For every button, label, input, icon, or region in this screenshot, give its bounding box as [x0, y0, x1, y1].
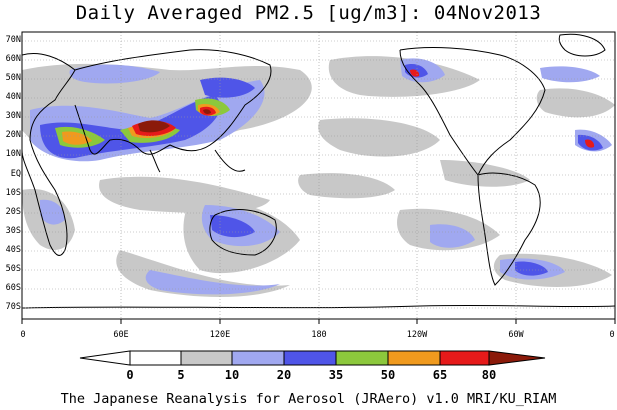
colorbar-segment-8: [488, 350, 546, 366]
colorbar-segment-5: [335, 350, 389, 366]
colorbar-segment-0: [79, 350, 131, 366]
colorbar-label-50: 50: [380, 368, 396, 382]
lat-label-30s: 30S: [5, 226, 21, 236]
lat-label-60s: 60S: [5, 283, 21, 293]
colorbar-segment-7: [439, 350, 490, 366]
lat-label-20s: 20S: [5, 207, 21, 217]
lat-label-70s: 70S: [5, 302, 21, 312]
lat-label-10n: 10N: [5, 149, 21, 159]
lon-label-180: 180: [311, 330, 327, 340]
colorbar-label-0: 0: [126, 368, 134, 382]
lat-label-eq: EQ: [10, 169, 21, 179]
lon-label-120w: 120W: [406, 330, 428, 340]
footer-credit: The Japanese Reanalysis for Aerosol (JRA…: [60, 391, 557, 407]
lon-label-60w: 60W: [508, 330, 524, 340]
coastlines: [22, 33, 615, 309]
colorbar-label-35: 35: [328, 368, 344, 382]
colorbar-segment-2: [180, 350, 233, 366]
lat-label-20n: 20N: [5, 130, 21, 140]
colorbar-segment-4: [283, 350, 337, 366]
lat-label-40n: 40N: [5, 92, 21, 102]
lon-label-0-east: 0: [609, 330, 615, 340]
colorbar-label-65: 65: [432, 368, 448, 382]
lon-label-120e: 120E: [209, 330, 231, 340]
lat-label-10s: 10S: [5, 188, 21, 198]
colorbar-segment-3: [231, 350, 285, 366]
lat-label-50n: 50N: [5, 73, 21, 83]
lon-label-0-west: 0: [20, 330, 26, 340]
lat-label-60n: 60N: [5, 54, 21, 64]
colorbar-label-20: 20: [276, 368, 292, 382]
lon-label-60e: 60E: [113, 330, 129, 340]
colorbar-segment-1: [129, 350, 182, 366]
pm25-contours: [22, 33, 615, 309]
colorbar-label-5: 5: [177, 368, 185, 382]
lat-label-70n: 70N: [5, 35, 21, 45]
colorbar-label-80: 80: [481, 368, 497, 382]
lat-label-30n: 30N: [5, 111, 21, 121]
colorbar-segment-6: [387, 350, 441, 366]
lat-label-40s: 40S: [5, 245, 21, 255]
colorbar-label-10: 10: [224, 368, 240, 382]
lat-label-50s: 50S: [5, 264, 21, 274]
chart-title: Daily Averaged PM2.5 [ug/m3]: 04Nov2013: [75, 2, 542, 24]
